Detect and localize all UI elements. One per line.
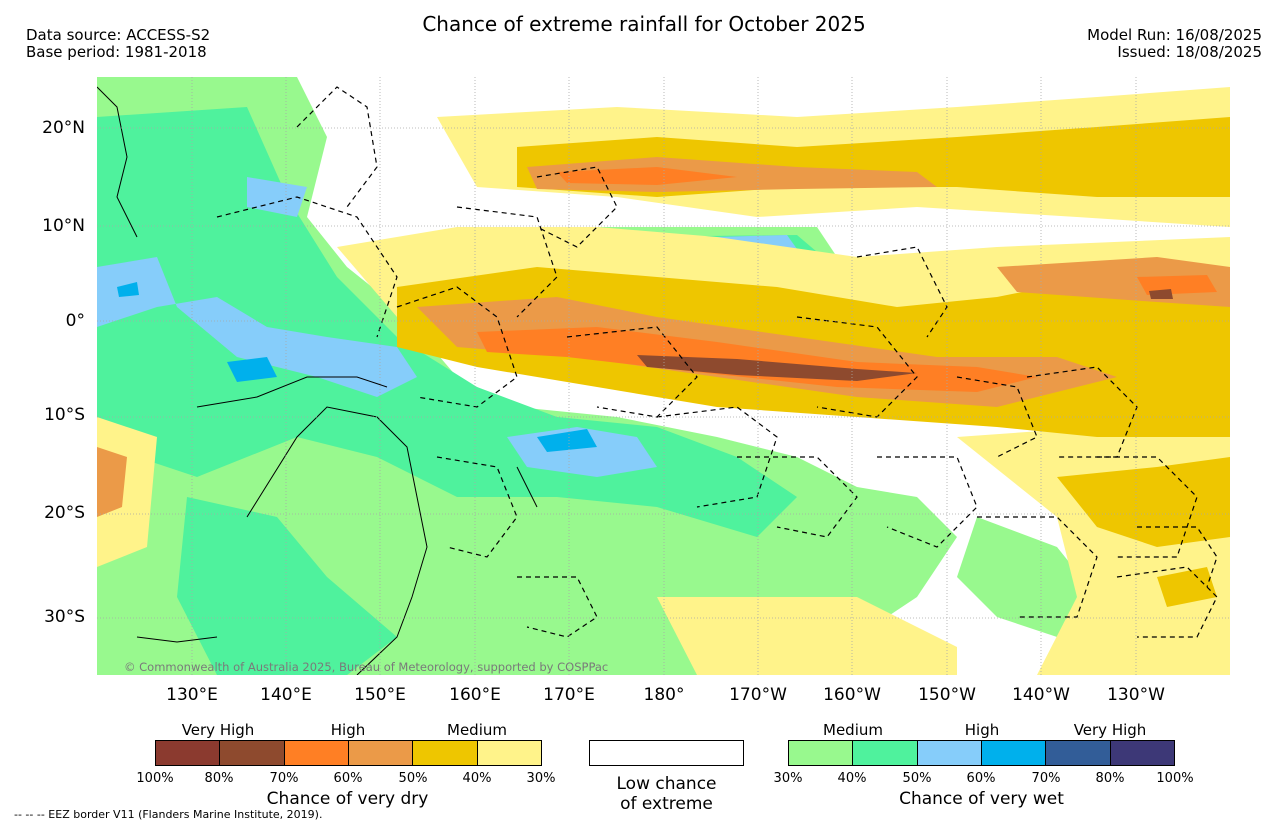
lon-label-130e: 130°E xyxy=(166,685,218,705)
lon-label-170e: 170°E xyxy=(543,685,595,705)
dry-swatch-4 xyxy=(348,741,414,765)
lon-label-160w: 160°W xyxy=(823,685,881,705)
model-run-text: Model Run: 16/08/2025 xyxy=(1087,26,1262,44)
base-period-text: Base period: 1981-2018 xyxy=(26,43,207,61)
eez-borders xyxy=(216,86,1218,638)
wet-category-high: High xyxy=(964,721,1000,739)
wet-tick: 40% xyxy=(837,771,867,786)
wet-tick: 100% xyxy=(1156,771,1194,786)
dry-tick: 80% xyxy=(204,771,234,786)
wet-category-medium: Medium xyxy=(823,721,883,739)
lat-label-10n: 10°N xyxy=(42,216,85,236)
lon-label-170w: 170°W xyxy=(729,685,787,705)
low-chance-caption: Low chance of extreme xyxy=(589,774,744,814)
dry-swatch-2 xyxy=(220,741,285,765)
dry-tick: 60% xyxy=(333,771,363,786)
dry-colorbar xyxy=(155,740,542,766)
wet-tick: 60% xyxy=(966,771,996,786)
lon-label-150w: 150°W xyxy=(918,685,976,705)
eez-footnote: -- -- -- EEZ border V11 (Flanders Marine… xyxy=(14,808,323,821)
dry-category-high: High xyxy=(330,721,366,739)
low-chance-swatch xyxy=(589,740,744,766)
graticule xyxy=(97,77,1230,675)
dry-caption: Chance of very dry xyxy=(266,789,429,809)
low-swatch xyxy=(590,741,743,765)
lon-label-140w: 140°W xyxy=(1012,685,1070,705)
map-credit: © Commonwealth of Australia 2025, Bureau… xyxy=(124,660,609,674)
wet-tick: 30% xyxy=(773,771,803,786)
wet-swatch-6 xyxy=(1110,741,1174,765)
dry-tick: 70% xyxy=(269,771,299,786)
issued-text: Issued: 18/08/2025 xyxy=(1117,43,1262,61)
wet-caption: Chance of very wet xyxy=(899,789,1064,809)
lat-label-20s: 20°S xyxy=(44,503,85,523)
wet-swatch-5 xyxy=(1046,741,1111,765)
dry-tick: 100% xyxy=(136,771,174,786)
meta-right: Model Run: 16/08/2025 Issued: 18/08/2025 xyxy=(1087,27,1262,61)
rainfall-map xyxy=(97,77,1230,675)
wet-tick: 70% xyxy=(1031,771,1061,786)
coastlines xyxy=(97,86,538,675)
lon-label-180: 180° xyxy=(643,685,685,705)
wet-category-very-high: Very High xyxy=(1073,721,1147,739)
wet-swatch-4 xyxy=(981,741,1047,765)
meta-left: Data source: ACCESS-S2 Base period: 1981… xyxy=(26,27,210,61)
lat-label-10s: 10°S xyxy=(44,405,85,425)
dry-category-medium: Medium xyxy=(447,721,507,739)
dry-field-extreme xyxy=(637,289,1173,381)
wet-tick: 80% xyxy=(1095,771,1125,786)
wet-swatch-2 xyxy=(853,741,918,765)
dry-swatch-3 xyxy=(284,741,349,765)
wet-colorbar xyxy=(788,740,1175,766)
dry-swatch-5 xyxy=(413,741,478,765)
dry-swatch-6 xyxy=(477,741,541,765)
dry-field-very-high xyxy=(477,167,1217,392)
dry-tick: 30% xyxy=(526,771,556,786)
dry-tick: 50% xyxy=(398,771,428,786)
lat-label-20n: 20°N xyxy=(42,118,85,138)
dry-category-very-high: Very High xyxy=(181,721,255,739)
low-caption-line2: of extreme xyxy=(620,794,713,814)
wet-tick: 50% xyxy=(902,771,932,786)
wet-field-very-high xyxy=(117,282,597,452)
map-title: Chance of extreme rainfall for October 2… xyxy=(422,12,866,36)
dry-swatch-1 xyxy=(156,741,221,765)
wet-swatch-1 xyxy=(789,741,854,765)
lon-label-140e: 140°E xyxy=(260,685,312,705)
lon-label-130w: 130°W xyxy=(1107,685,1165,705)
wet-swatch-3 xyxy=(917,741,982,765)
lat-label-equator: 0° xyxy=(65,311,85,331)
lon-label-150e: 150°E xyxy=(354,685,406,705)
low-caption-line1: Low chance xyxy=(616,774,717,794)
dry-tick: 40% xyxy=(462,771,492,786)
data-source-text: Data source: ACCESS-S2 xyxy=(26,26,211,44)
lat-label-30s: 30°S xyxy=(44,607,85,627)
lon-label-160e: 160°E xyxy=(449,685,501,705)
